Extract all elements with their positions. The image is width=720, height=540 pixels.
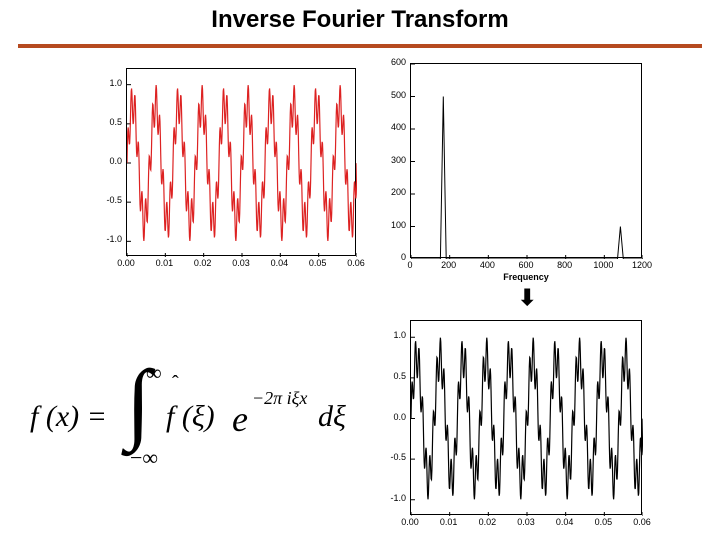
x-tick-label: 400 bbox=[475, 260, 499, 270]
x-tick-label: 0.02 bbox=[475, 517, 499, 527]
equation-fhat: f (ξ) bbox=[166, 400, 215, 434]
y-tick-label: 1.0 bbox=[96, 78, 122, 88]
y-tick-label: 0.5 bbox=[380, 371, 406, 381]
y-tick-label: 0.5 bbox=[96, 117, 122, 127]
y-tick-label: -1.0 bbox=[380, 493, 406, 503]
x-tick-label: 0.03 bbox=[514, 517, 538, 527]
x-tick-label: 200 bbox=[437, 260, 461, 270]
x-tick-label: 0.02 bbox=[191, 258, 215, 268]
y-tick-label: 100 bbox=[382, 220, 406, 230]
time-signal-chart bbox=[126, 68, 356, 256]
equation-e: e bbox=[232, 398, 248, 440]
title-rule bbox=[18, 44, 702, 48]
y-tick-label: -1.0 bbox=[96, 234, 122, 244]
x-tick-label: 0.06 bbox=[630, 517, 654, 527]
x-tick-label: 0.00 bbox=[398, 517, 422, 527]
y-tick-label: 1.0 bbox=[380, 330, 406, 340]
equation-lower-limit: −∞ bbox=[130, 445, 158, 471]
spectrum-chart bbox=[410, 63, 642, 258]
y-tick-label: 0.0 bbox=[96, 156, 122, 166]
x-tick-label: 0.04 bbox=[553, 517, 577, 527]
equation-exponent: −2π iξx bbox=[252, 388, 307, 409]
page-title: Inverse Fourier Transform bbox=[0, 6, 720, 34]
y-tick-label: 600 bbox=[382, 57, 406, 67]
y-tick-label: -0.5 bbox=[380, 452, 406, 462]
x-tick-label: 1000 bbox=[591, 260, 615, 270]
y-tick-label: 200 bbox=[382, 187, 406, 197]
y-tick-label: 0.0 bbox=[380, 412, 406, 422]
x-tick-label: 0.00 bbox=[114, 258, 138, 268]
x-tick-label: 0.01 bbox=[437, 517, 461, 527]
x-tick-label: 0.06 bbox=[344, 258, 368, 268]
equation-upper-limit: ∞ bbox=[146, 360, 162, 386]
equation-dxi: dξ bbox=[318, 400, 346, 434]
y-tick-label: 0 bbox=[382, 252, 406, 262]
x-tick-label: 0.01 bbox=[152, 258, 176, 268]
equation-lhs: f (x) = bbox=[30, 400, 107, 434]
y-tick-label: 500 bbox=[382, 90, 406, 100]
y-tick-label: -0.5 bbox=[96, 195, 122, 205]
x-tick-label: 600 bbox=[514, 260, 538, 270]
x-tick-label: 0.04 bbox=[267, 258, 291, 268]
x-tick-label: 0.03 bbox=[229, 258, 253, 268]
x-tick-label: 800 bbox=[553, 260, 577, 270]
equation-fhat-caret: ˆ bbox=[172, 372, 179, 395]
down-arrow-icon: ⬇ bbox=[518, 285, 536, 311]
reconstructed-signal-chart bbox=[410, 320, 642, 515]
y-tick-label: 400 bbox=[382, 122, 406, 132]
frequency-axis-label: Frequency bbox=[490, 272, 562, 282]
x-tick-label: 0.05 bbox=[591, 517, 615, 527]
x-tick-label: 1200 bbox=[630, 260, 654, 270]
x-tick-label: 0.05 bbox=[306, 258, 330, 268]
y-tick-label: 300 bbox=[382, 155, 406, 165]
